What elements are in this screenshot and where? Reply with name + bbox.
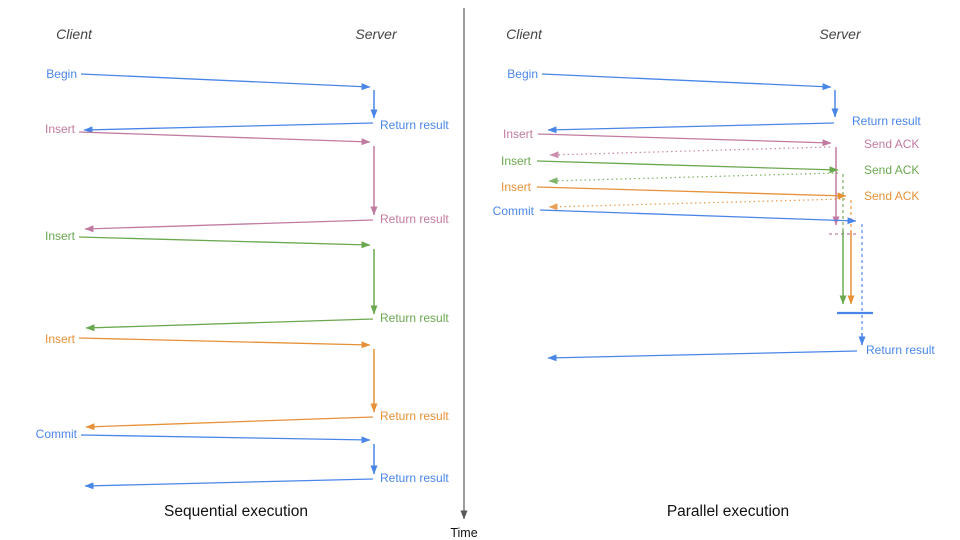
seq-begin-response-label: Return result bbox=[380, 118, 449, 132]
seq-msg-insert-2: Insert Return result bbox=[45, 229, 449, 332]
par-begin-response-label: Return result bbox=[852, 114, 921, 128]
par-insert1-ack-label: Send ACK bbox=[864, 137, 919, 151]
par-insert3-request-arrow bbox=[536, 186, 847, 200]
seq-begin-request-arrow bbox=[80, 73, 371, 91]
seq-insert3-response-label: Return result bbox=[380, 409, 449, 423]
parallel-title: Parallel execution bbox=[667, 503, 789, 520]
par-insert1-label: Insert bbox=[503, 127, 534, 141]
seq-insert2-response-arrow bbox=[85, 318, 374, 332]
seq-begin-label: Begin bbox=[46, 67, 77, 81]
seq-insert3-label: Insert bbox=[45, 332, 76, 346]
par-begin-label: Begin bbox=[507, 67, 538, 81]
seq-insert1-response-arrow bbox=[84, 219, 374, 233]
par-msg-insert-1: Insert Send ACK bbox=[503, 127, 919, 235]
par-insert2-ack-arrow bbox=[548, 172, 839, 185]
seq-commit-response-arrow bbox=[84, 478, 374, 490]
par-commit-label: Commit bbox=[493, 204, 535, 218]
par-msg-insert-2: Insert Send ACK bbox=[501, 154, 919, 305]
seq-msg-commit: Commit Return result bbox=[36, 427, 449, 490]
seq-insert1-response-label: Return result bbox=[380, 212, 449, 226]
par-insert2-request-arrow bbox=[536, 160, 839, 174]
time-axis: Time bbox=[450, 8, 478, 540]
par-commit-request-arrow bbox=[539, 209, 857, 225]
seq-msg-insert-3: Insert Return result bbox=[45, 332, 449, 431]
parallel-client-header: Client bbox=[506, 26, 543, 42]
par-commit-response-arrow bbox=[547, 350, 858, 362]
sequential-client-header: Client bbox=[56, 26, 93, 42]
par-begin-request-arrow bbox=[541, 73, 832, 91]
seq-insert2-label: Insert bbox=[45, 229, 76, 243]
seq-commit-label: Commit bbox=[36, 427, 78, 441]
par-insert2-ack-label: Send ACK bbox=[864, 163, 919, 177]
seq-msg-insert-1: Insert Return result bbox=[45, 122, 449, 233]
seq-commit-request-arrow bbox=[80, 434, 371, 444]
par-msg-insert-3: Insert Send ACK bbox=[501, 180, 919, 305]
parallel-server-header: Server bbox=[819, 26, 862, 42]
par-commit-response-label: Return result bbox=[866, 343, 935, 357]
par-msg-commit: Commit Return result bbox=[493, 204, 935, 362]
sequential-title: Sequential execution bbox=[164, 503, 308, 520]
sequential-server-header: Server bbox=[355, 26, 398, 42]
par-insert3-ack-label: Send ACK bbox=[864, 189, 919, 203]
seq-commit-response-label: Return result bbox=[380, 471, 449, 485]
par-begin-response-arrow bbox=[547, 122, 835, 134]
par-insert2-label: Insert bbox=[501, 154, 532, 168]
seq-begin-response-arrow bbox=[83, 122, 374, 134]
seq-insert3-request-arrow bbox=[78, 337, 371, 349]
par-insert3-label: Insert bbox=[501, 180, 532, 194]
par-msg-begin: Begin Return result bbox=[507, 67, 921, 134]
seq-insert1-request-arrow bbox=[78, 131, 371, 146]
sequential-diagram: Client Server Begin Return result Insert… bbox=[36, 26, 450, 520]
par-insert1-ack-arrow bbox=[549, 146, 831, 159]
seq-insert1-label: Insert bbox=[45, 122, 76, 136]
seq-insert2-request-arrow bbox=[78, 236, 371, 249]
time-axis-label: Time bbox=[450, 526, 477, 540]
seq-msg-begin: Begin Return result bbox=[46, 67, 449, 134]
par-insert1-request-arrow bbox=[537, 133, 832, 147]
parallel-diagram: Client Server Begin Return result Insert… bbox=[493, 26, 936, 520]
seq-insert3-response-arrow bbox=[85, 416, 374, 431]
seq-insert2-response-label: Return result bbox=[380, 311, 449, 325]
par-insert3-ack-arrow bbox=[548, 198, 846, 211]
